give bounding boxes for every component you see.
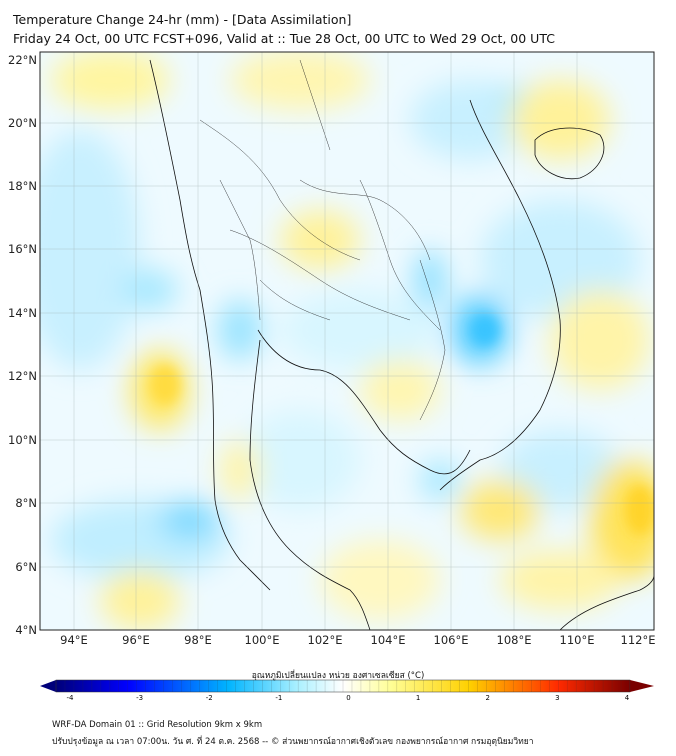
colorbar-tick-label: -1 bbox=[275, 694, 282, 702]
map-title: Temperature Change 24-hr (mm) - [Data As… bbox=[13, 12, 352, 27]
lon-tick: 112°E bbox=[621, 633, 656, 647]
lat-tick: 18°N bbox=[8, 179, 37, 193]
lon-tick: 104°E bbox=[371, 633, 406, 647]
footer-credit: ปรับปรุงข้อมูล ณ เวลา 07:00น. วัน ศ. ที่… bbox=[52, 737, 534, 747]
coastlines bbox=[149, 59, 654, 630]
colorbar-label: อุณหภูมิเปลี่ยนแปลง หน่วย องศาเซลเซียส (… bbox=[251, 671, 425, 681]
lon-tick: 96°E bbox=[122, 633, 150, 647]
colorbar-tick-label: 2 bbox=[486, 694, 490, 702]
lon-tick: 102°E bbox=[308, 633, 343, 647]
colorbar-tick-label: -4 bbox=[67, 694, 75, 702]
lon-tick: 98°E bbox=[184, 633, 212, 647]
map-subtitle: Friday 24 Oct, 00 UTC FCST+096, Valid at… bbox=[13, 31, 555, 46]
colorbar: -4 -3 -2 -1 0 1 2 3 4 bbox=[40, 679, 654, 702]
lon-tick: 108°E bbox=[497, 633, 532, 647]
colorbar-tick-label: -3 bbox=[136, 694, 143, 702]
lat-tick: 20°N bbox=[8, 116, 37, 130]
lat-tick: 10°N bbox=[8, 433, 37, 447]
colorbar-tick-label: 0 bbox=[346, 694, 350, 702]
lon-tick: 106°E bbox=[434, 633, 469, 647]
lat-tick: 4°N bbox=[15, 623, 37, 637]
lon-tick: 110°E bbox=[560, 633, 595, 647]
latitude-axis: 22°N 20°N 18°N 16°N 14°N 12°N 10°N 8°N 6… bbox=[8, 53, 37, 637]
lat-tick: 12°N bbox=[8, 369, 37, 383]
temperature-field bbox=[40, 52, 654, 630]
longitude-axis: 94°E 96°E 98°E 100°E 102°E 104°E 106°E 1… bbox=[60, 633, 655, 647]
lat-tick: 22°N bbox=[8, 53, 37, 67]
graticule bbox=[40, 52, 654, 630]
footer-model-info: WRF-DA Domain 01 :: Grid Resolution 9km … bbox=[52, 720, 263, 730]
colorbar-tick-label: -2 bbox=[206, 694, 213, 702]
lon-tick: 100°E bbox=[245, 633, 280, 647]
province-borders bbox=[199, 59, 446, 421]
map-frame bbox=[39, 51, 655, 631]
lat-tick: 14°N bbox=[8, 306, 37, 320]
colorbar-tick-label: 3 bbox=[555, 694, 559, 702]
lat-tick: 16°N bbox=[8, 242, 37, 256]
lat-tick: 6°N bbox=[15, 560, 37, 574]
lon-tick: 94°E bbox=[60, 633, 88, 647]
lat-tick: 8°N bbox=[15, 496, 37, 510]
colorbar-tick-label: 1 bbox=[416, 694, 420, 702]
colorbar-tick-label: 4 bbox=[625, 694, 630, 702]
